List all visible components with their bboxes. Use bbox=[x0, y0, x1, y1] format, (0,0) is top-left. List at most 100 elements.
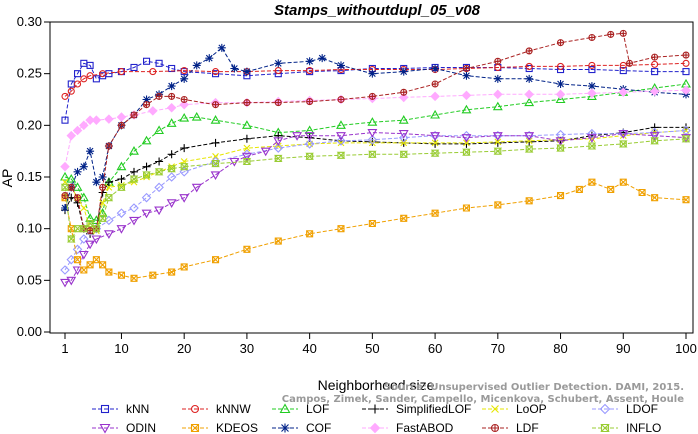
data-point bbox=[463, 139, 470, 147]
data-point bbox=[99, 261, 107, 269]
x-tick-label: 1 bbox=[61, 341, 68, 356]
data-point bbox=[370, 404, 380, 414]
data-point bbox=[154, 168, 164, 176]
series-line bbox=[64, 181, 687, 279]
data-point bbox=[681, 135, 691, 143]
data-point bbox=[462, 204, 471, 212]
series-line bbox=[64, 130, 687, 232]
data-point bbox=[368, 69, 377, 78]
data-point bbox=[104, 215, 114, 226]
data-point bbox=[607, 185, 615, 193]
data-point bbox=[104, 194, 114, 202]
data-point bbox=[494, 138, 502, 146]
data-point bbox=[179, 112, 190, 122]
data-point bbox=[306, 98, 314, 106]
data-point bbox=[493, 89, 503, 100]
data-point bbox=[260, 147, 271, 157]
data-point bbox=[555, 137, 566, 146]
watermark: Source: Unsupervised Outlier Detection. … bbox=[282, 382, 684, 405]
data-point bbox=[431, 209, 439, 217]
data-point bbox=[625, 59, 634, 67]
data-point bbox=[117, 183, 126, 191]
data-point bbox=[73, 80, 82, 88]
data-point bbox=[141, 135, 152, 145]
data-point bbox=[60, 265, 70, 275]
data-point bbox=[336, 151, 346, 159]
data-point bbox=[155, 92, 163, 100]
data-point bbox=[588, 65, 596, 74]
data-point bbox=[116, 161, 127, 171]
data-point bbox=[243, 99, 251, 107]
x-tick-label: 30 bbox=[240, 341, 254, 356]
data-point bbox=[588, 135, 596, 143]
legend-item-knnw: kNNW bbox=[182, 402, 251, 416]
data-point bbox=[67, 87, 75, 95]
data-point bbox=[274, 99, 282, 107]
x-tick-label: 90 bbox=[616, 341, 630, 356]
data-point bbox=[398, 92, 409, 103]
data-point bbox=[105, 268, 113, 276]
data-point bbox=[211, 101, 220, 109]
data-point bbox=[67, 183, 75, 191]
data-point bbox=[149, 68, 157, 76]
data-point bbox=[398, 115, 409, 124]
data-point bbox=[242, 157, 252, 166]
data-point bbox=[398, 130, 409, 139]
legend-item-fastabod: FastABOD bbox=[362, 421, 454, 434]
data-point bbox=[462, 65, 471, 72]
data-point bbox=[367, 135, 378, 145]
data-point bbox=[80, 204, 88, 212]
data-point bbox=[274, 70, 282, 78]
data-point bbox=[556, 192, 565, 200]
data-point bbox=[230, 64, 239, 73]
data-point bbox=[166, 172, 177, 182]
data-point bbox=[130, 111, 138, 119]
data-point bbox=[618, 130, 629, 139]
data-point bbox=[86, 227, 94, 235]
y-axis: 0.00 0.05 0.10 0.15 0.20 0.25 0.30 bbox=[17, 14, 50, 339]
chart-title: Stamps_withoutdupl_05_v08 bbox=[274, 2, 481, 19]
watermark-line-1: Source: Unsupervised Outlier Detection. … bbox=[384, 382, 684, 393]
x-tick-label: 40 bbox=[302, 341, 316, 356]
data-point bbox=[430, 149, 440, 157]
data-point bbox=[167, 150, 176, 159]
data-point bbox=[105, 142, 113, 150]
data-point bbox=[142, 95, 151, 104]
x-tick-label: 100 bbox=[675, 341, 697, 356]
data-point bbox=[586, 134, 597, 143]
data-point bbox=[92, 75, 100, 83]
data-point bbox=[99, 199, 107, 207]
data-point bbox=[651, 194, 659, 202]
legend-label: INFLO bbox=[626, 421, 661, 434]
data-point bbox=[79, 120, 89, 131]
data-point bbox=[243, 245, 251, 253]
data-point bbox=[430, 91, 440, 102]
data-point bbox=[85, 115, 95, 125]
x-axis-title: Neighborhood size bbox=[318, 377, 435, 393]
data-point bbox=[242, 67, 251, 76]
series-kdeos bbox=[61, 178, 690, 282]
series-odin bbox=[60, 129, 691, 288]
data-point bbox=[462, 71, 471, 80]
data-point bbox=[304, 132, 315, 141]
data-point bbox=[72, 266, 83, 276]
data-point bbox=[211, 70, 220, 78]
data-point bbox=[73, 194, 82, 202]
data-point bbox=[369, 422, 381, 434]
data-point bbox=[524, 89, 534, 100]
data-point bbox=[180, 67, 188, 75]
data-point bbox=[494, 57, 502, 65]
data-point bbox=[492, 101, 503, 111]
data-point bbox=[556, 39, 565, 47]
data-point bbox=[99, 183, 107, 191]
data-point bbox=[337, 96, 345, 103]
data-point bbox=[72, 182, 83, 191]
series-cof bbox=[61, 43, 690, 212]
data-point bbox=[649, 127, 660, 138]
data-point bbox=[116, 112, 127, 122]
data-point bbox=[399, 150, 409, 158]
data-point bbox=[305, 152, 314, 160]
data-point bbox=[556, 62, 565, 70]
legend-label: FastABOD bbox=[396, 421, 454, 434]
data-point bbox=[80, 75, 88, 83]
